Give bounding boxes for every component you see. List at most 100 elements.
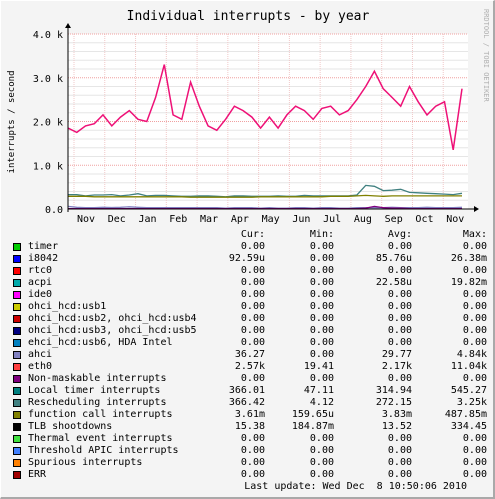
legend-avg-value: 0.00 xyxy=(387,373,412,384)
legend-min-value: 0.00 xyxy=(309,253,334,264)
legend-name: function call interrupts xyxy=(28,409,173,420)
legend-name: Threshold APIC interrupts xyxy=(28,445,179,456)
legend-max-value: 0.00 xyxy=(462,457,487,468)
legend-cur-value: 0.00 xyxy=(240,301,265,312)
legend-cur-value: 2.57k xyxy=(234,361,265,372)
legend-min-value: 19.41 xyxy=(303,361,334,372)
legend-cur-value: 0.00 xyxy=(240,325,265,336)
legend-swatch xyxy=(13,327,21,335)
legend-swatch xyxy=(13,303,21,311)
x-tick-label: Oct xyxy=(415,214,433,225)
legend-name: Rescheduling interrupts xyxy=(28,397,167,408)
legend-max-value: 334.45 xyxy=(450,421,487,432)
y-axis-arrow xyxy=(65,23,71,28)
legend-item: Local timer interrupts 366.01 47.11 314.94 5… xyxy=(1,385,495,397)
legend-swatch xyxy=(13,279,21,287)
x-tick-label: Dec xyxy=(108,214,126,225)
x-tick-label: Apr xyxy=(231,214,249,225)
legend-name: eth0 xyxy=(28,361,53,372)
legend-min-value: 0.00 xyxy=(309,289,334,300)
legend-avg-value: 0.00 xyxy=(387,433,412,444)
grid xyxy=(68,33,468,209)
last-update: Last update: Wed Dec 8 10:50:06 2010 xyxy=(244,481,467,492)
legend-avg-value: 0.00 xyxy=(387,265,412,276)
legend-item: ehci_hcd:usb6, HDA Intel 0.00 0.00 0.00 0.00 xyxy=(1,337,495,349)
series-line xyxy=(67,64,463,151)
legend-avg-value: 22.58u xyxy=(375,277,412,288)
legend-cur-value: 0.00 xyxy=(240,469,265,480)
legend-cur-value: 0.00 xyxy=(240,337,265,348)
x-tick-label: Nov xyxy=(446,214,464,225)
legend-max-value: 487.85m xyxy=(444,409,487,420)
legend-cur-value: 0.00 xyxy=(240,433,265,444)
chart: Individual interrupts - by year interrup… xyxy=(7,9,490,225)
legend-item: ohci_hcd:usb3, ohci_hcd:usb5 0.00 0.00 0.00… xyxy=(1,325,495,337)
legend-min-value: 0.00 xyxy=(309,373,334,384)
legend-avg-value: 0.00 xyxy=(387,301,412,312)
legend-name: Spurious interrupts xyxy=(28,457,143,468)
x-tick-label: Feb xyxy=(169,214,187,225)
legend-swatch xyxy=(13,435,21,443)
legend-swatch xyxy=(13,447,21,455)
legend-max-value: 0.00 xyxy=(462,241,487,252)
legend-cur-value: 0.00 xyxy=(240,241,265,252)
legend-min-value: 0.00 xyxy=(309,349,334,360)
x-tick-label: Jul xyxy=(323,214,341,225)
legend-item: ohci_hcd:usb1 0.00 0.00 0.00 0.00 xyxy=(1,301,495,313)
legend-item: function call interrupts 3.61m 159.65u 3.83… xyxy=(1,409,495,421)
legend-item: Non-maskable interrupts 0.00 0.00 0.00 0.00 xyxy=(1,373,495,385)
legend-item: timer 0.00 0.00 0.00 0.00 xyxy=(1,241,495,253)
y-tick-label: 2.0 k xyxy=(33,118,63,129)
legend-avg-value: 272.15 xyxy=(375,397,412,408)
legend-name: ehci_hcd:usb6, HDA Intel xyxy=(28,337,173,348)
legend-avg-value: 13.52 xyxy=(381,421,412,432)
legend-item: ERR 0.00 0.00 0.00 0.00 xyxy=(1,469,495,481)
x-tick-label: Aug xyxy=(354,214,372,225)
legend-name: ohci_hcd:usb2, ohci_hcd:usb4 xyxy=(28,313,197,324)
legend-name: ohci_hcd:usb3, ohci_hcd:usb5 xyxy=(28,325,197,336)
legend-cur-value: 0.00 xyxy=(240,289,265,300)
legend-name: rtc0 xyxy=(28,265,53,276)
series-line xyxy=(68,194,462,198)
legend-avg-value: 85.76u xyxy=(375,253,412,264)
header-avg: Avg: xyxy=(387,229,412,240)
legend-cur-value: 0.00 xyxy=(240,265,265,276)
legend-max-value: 0.00 xyxy=(462,289,487,300)
legend-avg-value: 314.94 xyxy=(375,385,412,396)
legend-min-value: 0.00 xyxy=(309,337,334,348)
legend-max-value: 0.00 xyxy=(462,301,487,312)
legend-max-value: 0.00 xyxy=(462,325,487,336)
legend-min-value: 184.87m xyxy=(291,421,334,432)
legend-name: ERR xyxy=(28,469,47,480)
legend-name: i8042 xyxy=(28,253,59,264)
legend-max-value: 0.00 xyxy=(462,313,487,324)
legend-swatch xyxy=(13,291,21,299)
legend-cur-value: 0.00 xyxy=(240,277,265,288)
legend-cur-value: 0.00 xyxy=(240,313,265,324)
y-axis-label: interrupts / second xyxy=(7,71,17,174)
x-tick-label: Mar xyxy=(200,214,218,225)
legend-item: Rescheduling interrupts 366.42 4.12 272.15 3… xyxy=(1,397,495,409)
y-tick-label: 4.0 k xyxy=(33,30,63,41)
legend-item: eth0 2.57k 19.41 2.17k 11.04k xyxy=(1,361,495,373)
legend-item: acpi 0.00 0.00 22.58u 19.82m xyxy=(1,277,495,289)
legend-min-value: 0.00 xyxy=(309,457,334,468)
legend-max-value: 0.00 xyxy=(462,433,487,444)
legend-name: ohci_hcd:usb1 xyxy=(28,301,107,312)
legend-cur-value: 15.38 xyxy=(234,421,265,432)
legend-avg-value: 3.83m xyxy=(381,409,412,420)
legend-min-value: 0.00 xyxy=(309,445,334,456)
header-min: Min: xyxy=(309,229,334,240)
legend-cur-value: 0.00 xyxy=(240,445,265,456)
legend-max-value: 19.82m xyxy=(450,277,487,288)
legend-max-value: 3.25k xyxy=(456,397,487,408)
y-tick-label: 3.0 k xyxy=(33,74,63,85)
legend-min-value: 0.00 xyxy=(309,469,334,480)
legend-avg-value: 0.00 xyxy=(387,241,412,252)
legend-max-value: 4.84k xyxy=(456,349,487,360)
legend-min-value: 0.00 xyxy=(309,241,334,252)
legend-cur-value: 366.42 xyxy=(228,397,265,408)
legend-item: TLB shootdowns 15.38 184.87m 13.52 334.45 xyxy=(1,421,495,433)
legend-min-value: 0.00 xyxy=(309,265,334,276)
